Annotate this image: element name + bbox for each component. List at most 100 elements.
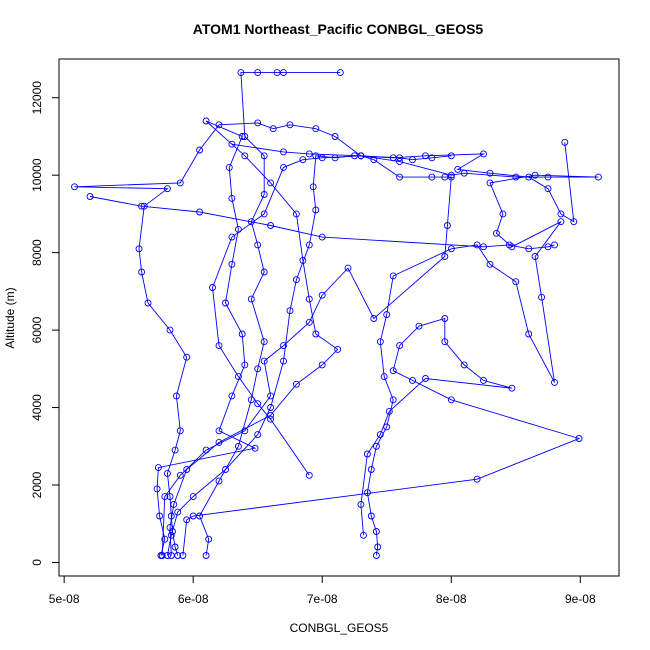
data-point [428, 173, 436, 181]
x-tick-label: 7e-08 [307, 592, 338, 606]
data-point [551, 241, 558, 249]
data-point [376, 338, 384, 346]
data-point [538, 293, 546, 301]
data-point [167, 552, 175, 559]
data-point [267, 222, 275, 229]
data-point [305, 150, 313, 158]
data-point [499, 210, 507, 218]
data-point [138, 268, 146, 276]
data-point [357, 152, 365, 160]
data-point [422, 375, 429, 382]
data-point [372, 442, 380, 450]
series-1 [71, 119, 602, 559]
data-point [161, 493, 169, 501]
data-point [389, 367, 397, 375]
data-point [396, 158, 404, 166]
data-point [443, 222, 451, 229]
data-point [305, 295, 313, 303]
data-point [254, 119, 262, 127]
data-point [299, 156, 307, 164]
data-point [480, 376, 487, 384]
data-point [205, 535, 213, 543]
data-point [260, 338, 268, 346]
series-4 [163, 138, 578, 559]
data-point [209, 284, 216, 291]
data-point [447, 152, 455, 160]
series-6 [158, 152, 455, 559]
series-layer [71, 69, 602, 559]
data-point [367, 466, 375, 473]
data-point [260, 152, 268, 160]
data-point [557, 218, 565, 226]
data-point [228, 233, 236, 241]
data-point [292, 276, 300, 284]
data-point [183, 516, 191, 524]
y-tick-label: 2000 [30, 471, 44, 498]
plot-frame [58, 58, 620, 577]
data-point [360, 531, 367, 539]
data-point [138, 202, 146, 210]
data-point [561, 138, 569, 146]
data-point [202, 552, 210, 559]
data-point [183, 353, 191, 361]
y-tick-label: 6000 [30, 316, 44, 343]
data-point [370, 315, 378, 322]
data-point [196, 208, 204, 216]
data-point [389, 396, 397, 404]
y-tick-label: 4000 [30, 394, 44, 421]
data-point [163, 552, 171, 559]
data-point [234, 442, 242, 450]
x-tick-label: 5e-08 [49, 592, 80, 606]
data-point [331, 133, 339, 140]
data-point [267, 404, 275, 411]
data-point [176, 471, 184, 479]
data-point [280, 148, 287, 156]
data-point [251, 444, 259, 452]
data-point [409, 376, 416, 384]
data-point [318, 361, 326, 369]
data-point [305, 241, 313, 249]
data-point [170, 500, 178, 508]
data-point [189, 493, 197, 501]
data-point [486, 260, 494, 268]
data-point [531, 171, 539, 179]
x-axis-label: CONBGL_GEOS5 [290, 621, 389, 635]
data-point [318, 291, 326, 299]
series-line [161, 155, 452, 556]
data-point [447, 396, 455, 404]
data-point [247, 295, 255, 303]
data-point [267, 392, 275, 400]
data-point [292, 380, 300, 388]
data-point [486, 169, 494, 177]
data-point [305, 318, 313, 326]
data-point [396, 154, 404, 162]
data-point [334, 345, 342, 353]
data-point [473, 475, 481, 483]
data-point [286, 307, 294, 315]
chart-title: ATOM1 Northeast_Pacific CONBGL_GEOS5 [193, 21, 484, 37]
x-tick-label: 8e-08 [436, 592, 467, 606]
data-point [260, 268, 268, 276]
data-point [367, 512, 375, 520]
data-point [480, 150, 487, 158]
data-point [460, 361, 468, 369]
data-point [396, 342, 404, 350]
data-point [163, 185, 171, 193]
data-point [380, 373, 388, 381]
data-point [154, 464, 162, 472]
data-point [473, 241, 481, 249]
series-8 [228, 140, 455, 164]
data-point [189, 512, 197, 520]
data-point [254, 69, 262, 77]
data-point [234, 373, 242, 381]
data-point [447, 245, 455, 253]
x-axis: 5e-08 6e-08 7e-08 8e-08 9e-08 [49, 575, 596, 606]
data-point [374, 543, 382, 551]
data-point [363, 450, 371, 458]
data-point [575, 435, 583, 442]
data-point [215, 477, 223, 485]
x-tick-label: 9e-08 [565, 592, 596, 606]
data-point [254, 431, 262, 439]
